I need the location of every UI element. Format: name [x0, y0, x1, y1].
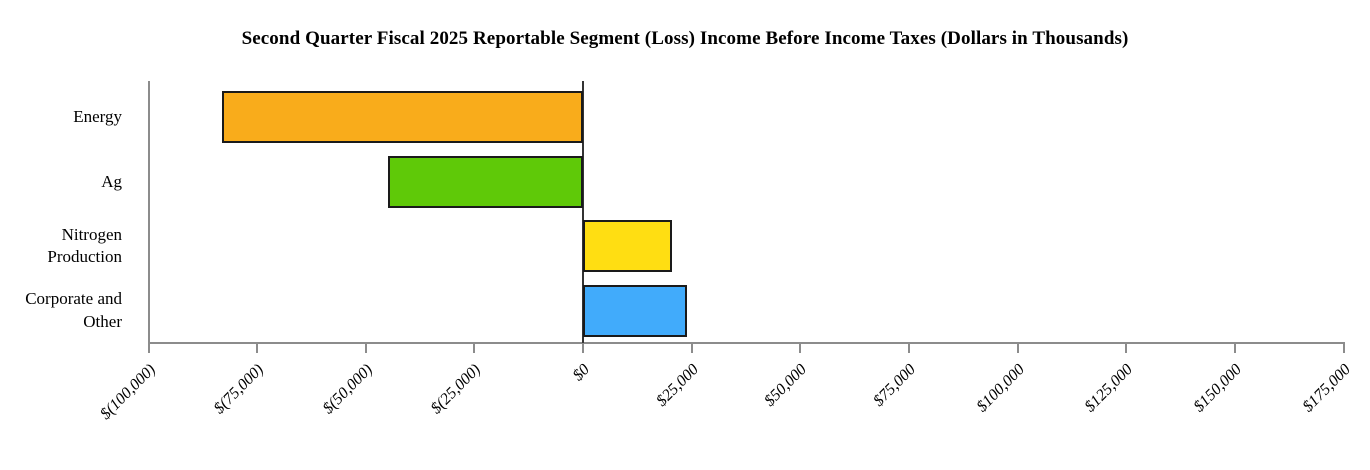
xtick-label--125-000: $125,000 — [1081, 361, 1137, 416]
bar-ag — [387, 155, 584, 208]
x-axis-tick — [473, 343, 476, 353]
chart-title: Second Quarter Fiscal 2025 Reportable Se… — [241, 28, 1129, 49]
y-axis-line — [147, 81, 150, 343]
x-axis-tick — [1342, 343, 1345, 353]
x-axis-tick — [1016, 343, 1019, 353]
x-axis-tick — [799, 343, 802, 353]
x-axis-tick — [256, 343, 259, 353]
zero-baseline — [582, 81, 585, 343]
ytick-label-ag: Ag — [101, 171, 122, 191]
xtick-label--100-000-: $(100,000) — [96, 361, 159, 423]
xtick-label--100-000: $100,000 — [973, 361, 1028, 416]
x-axis-tick — [690, 343, 693, 353]
xtick-label--50-000-: $(50,000) — [319, 361, 376, 418]
ytick-label-energy: Energy — [73, 107, 122, 127]
xtick-label--25-000: $25,000 — [652, 361, 702, 410]
bar-corporate-and-other — [583, 284, 688, 337]
xtick-label--175-000: $175,000 — [1299, 361, 1354, 416]
x-axis-line — [147, 342, 1345, 344]
xtick-label--150-000: $150,000 — [1190, 361, 1245, 416]
xtick-label--75-000: $75,000 — [870, 361, 919, 410]
x-axis-tick — [1125, 343, 1128, 353]
xtick-label--0: $0 — [569, 361, 594, 385]
xtick-label--50-000: $50,000 — [761, 361, 811, 410]
x-axis-tick — [364, 343, 367, 353]
ytick-label-nitrogen-production: Nitrogen Production — [47, 224, 122, 267]
bar-energy — [222, 91, 584, 144]
xtick-label--25-000-: $(25,000) — [428, 361, 485, 418]
x-axis-tick — [147, 343, 150, 353]
bar-nitrogen-production — [583, 220, 673, 273]
x-axis-tick — [582, 343, 585, 353]
ytick-label-corporate-and-other: Corporate and Other — [25, 289, 122, 331]
x-axis-tick — [907, 343, 910, 353]
x-axis-tick — [1233, 343, 1236, 353]
xtick-label--75-000-: $(75,000) — [210, 361, 268, 418]
